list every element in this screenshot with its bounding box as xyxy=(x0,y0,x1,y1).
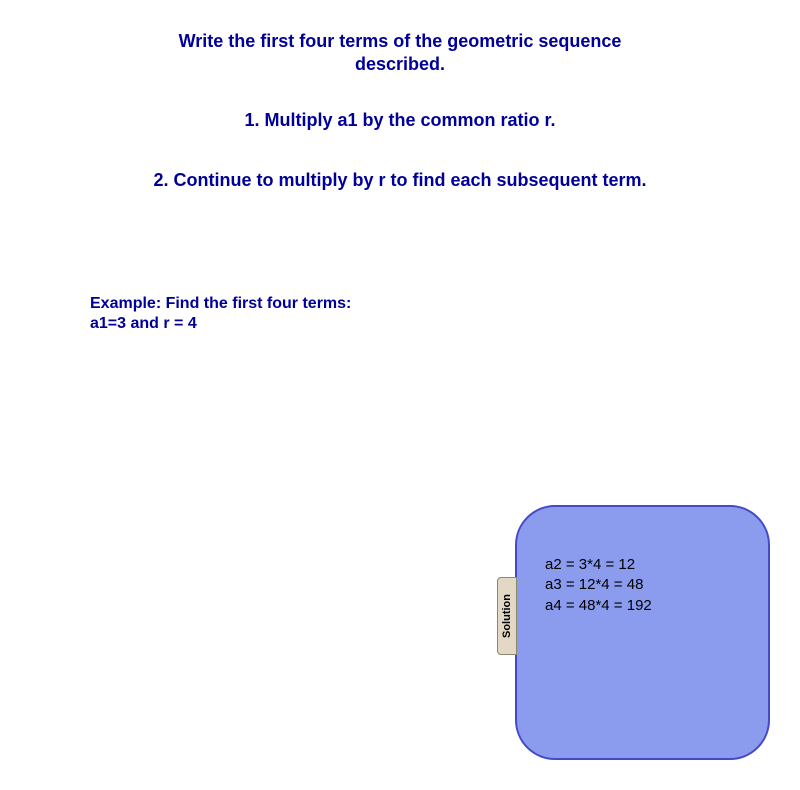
solution-line-3: a4 = 48*4 = 192 xyxy=(545,596,652,616)
page-title: Write the first four terms of the geomet… xyxy=(150,30,650,77)
instruction-step-2: 2. Continue to multiply by r to find eac… xyxy=(60,170,740,191)
solution-line-2: a3 = 12*4 = 48 xyxy=(545,575,652,595)
solution-tab[interactable]: Solution xyxy=(497,577,517,655)
example-label: Example: Find the first four terms: xyxy=(90,295,351,313)
example-values: a1=3 and r = 4 xyxy=(90,315,197,333)
solution-line-1: a2 = 3*4 = 12 xyxy=(545,555,652,575)
solution-tab-label: Solution xyxy=(501,594,513,638)
instruction-step-1: 1. Multiply a1 by the common ratio r. xyxy=(150,110,650,131)
solution-content: a2 = 3*4 = 12 a3 = 12*4 = 48 a4 = 48*4 =… xyxy=(545,555,652,616)
solution-panel xyxy=(515,505,770,760)
